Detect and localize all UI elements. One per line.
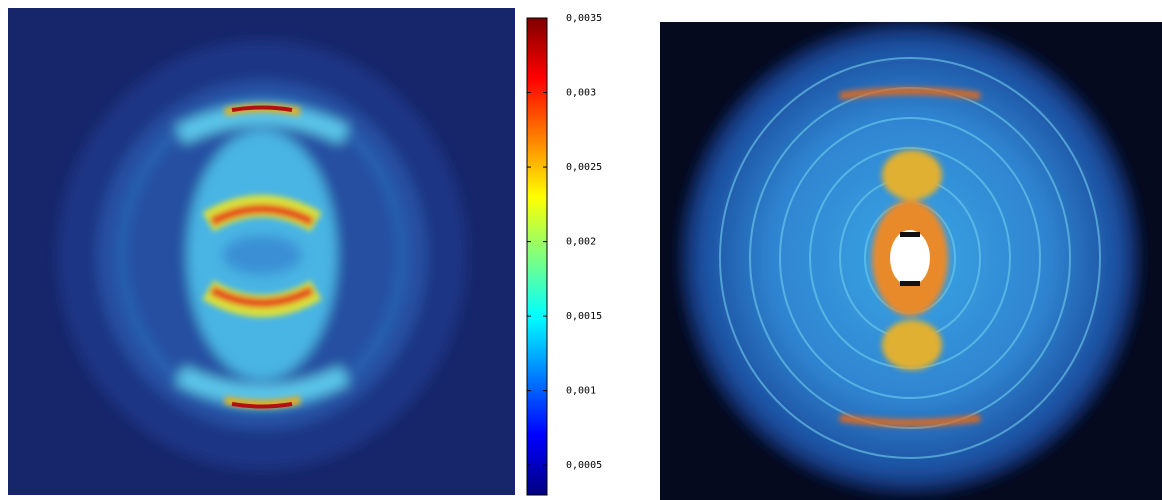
right-heatmap (660, 22, 1162, 500)
tick-label: 0,001 (566, 386, 596, 397)
colorbar: 0,0005 0,001 0,0015 0,002 0,0025 0,003 0,0035 (526, 13, 602, 496)
tick-label: 0,0025 (566, 162, 602, 173)
tick-label: 0,0005 (566, 460, 602, 471)
tick-label: 0,0035 (566, 13, 602, 24)
colorbar-fill (526, 17, 548, 496)
left-heatmap (8, 8, 515, 495)
tick-label: 0,0015 (566, 311, 602, 322)
tick-label: 0,003 (566, 88, 596, 99)
tick-label: 0,002 (566, 237, 596, 248)
